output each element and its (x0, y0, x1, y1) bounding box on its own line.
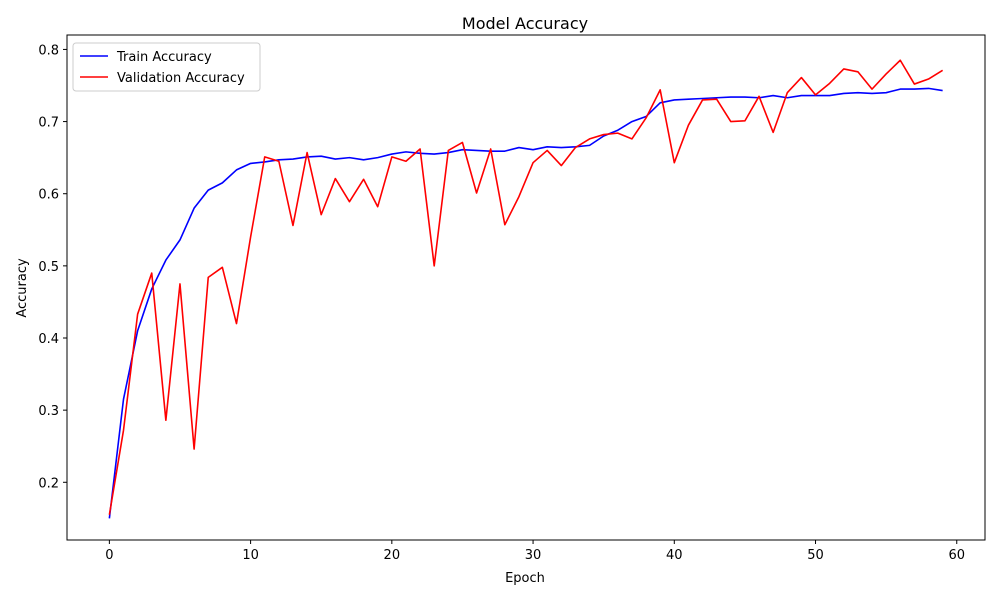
y-tick-label: 0.3 (38, 404, 59, 419)
plot-frame (66, 34, 986, 541)
plot-area (66, 34, 986, 541)
series-line-validation-accuracy (108, 59, 944, 515)
x-axis-label: Epoch (505, 571, 545, 586)
x-tick-label: 30 (525, 548, 542, 563)
legend-box (72, 42, 261, 92)
x-tick-label: 20 (384, 548, 401, 563)
legend-label-validation: Validation Accuracy (117, 71, 245, 86)
legend: Train Accuracy Validation Accuracy (72, 42, 261, 92)
series-line-train-accuracy (108, 87, 943, 519)
y-axis-label: Accuracy (15, 258, 30, 318)
x-tick-label: 0 (105, 548, 113, 563)
y-tick-label: 0.7 (38, 116, 59, 131)
x-tick-label: 40 (666, 548, 683, 563)
x-tick-label: 10 (242, 548, 259, 563)
chart-title: Model Accuracy (462, 14, 588, 33)
y-tick-label: 0.8 (38, 43, 59, 58)
series-layer (108, 59, 944, 519)
y-tick-label: 0.5 (38, 260, 59, 275)
x-axis-ticks: 0 10 20 30 40 50 60 (105, 540, 965, 563)
y-tick-label: 0.6 (38, 188, 59, 203)
y-tick-label: 0.2 (38, 476, 59, 491)
legend-label-train: Train Accuracy (116, 50, 212, 65)
x-tick-label: 50 (807, 548, 824, 563)
x-tick-label: 60 (948, 548, 965, 563)
y-tick-label: 0.4 (38, 332, 59, 347)
y-axis-ticks: 0.2 0.3 0.4 0.5 0.6 0.7 0.8 (38, 43, 67, 491)
